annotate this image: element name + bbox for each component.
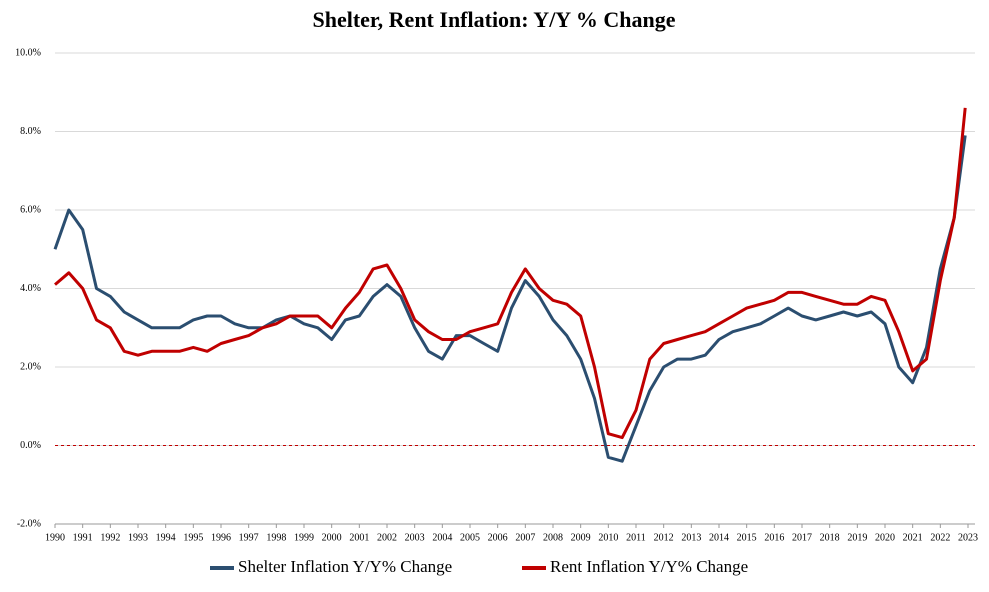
x-tick-label: 2012: [654, 532, 674, 543]
x-tick-label: 2007: [515, 532, 535, 543]
x-tick-label: 2006: [488, 532, 508, 543]
x-tick-label: 2017: [792, 532, 812, 543]
x-tick-label: 1990: [45, 532, 65, 543]
x-tick-label: 2010: [598, 532, 618, 543]
y-tick-label: 0.0%: [20, 440, 41, 451]
y-tick-label: -2.0%: [17, 518, 41, 529]
x-tick-label: 2023: [958, 532, 978, 543]
x-tick-label: 1993: [128, 532, 148, 543]
series-line: [53, 135, 967, 463]
x-tick-label: 2016: [764, 532, 784, 543]
x-tick-label: 2019: [847, 532, 867, 543]
x-tick-label: 2005: [460, 532, 480, 543]
y-tick-label: 10.0%: [15, 47, 41, 58]
x-tick-label: 1994: [156, 532, 176, 543]
x-tick-label: 2008: [543, 532, 563, 543]
x-tick-label: 1999: [294, 532, 314, 543]
y-tick-label: 2.0%: [20, 361, 41, 372]
x-tick-label: 2000: [322, 532, 342, 543]
series-line: [54, 107, 967, 440]
x-tick-label: 1991: [73, 532, 93, 543]
legend-label: Rent Inflation Y/Y% Change: [550, 557, 748, 576]
y-tick-label: 6.0%: [20, 204, 41, 215]
x-tick-label: 2002: [377, 532, 397, 543]
x-tick-label: 1995: [183, 532, 203, 543]
x-tick-label: 2018: [820, 532, 840, 543]
x-tick-label: 2011: [626, 532, 646, 543]
x-tick-label: 1996: [211, 532, 231, 543]
x-tick-label: 2014: [709, 532, 729, 543]
y-tick-label: 8.0%: [20, 126, 41, 137]
x-tick-label: 1997: [239, 532, 259, 543]
x-tick-label: 2001: [349, 532, 369, 543]
chart-title: Shelter, Rent Inflation: Y/Y % Change: [312, 7, 675, 32]
x-tick-label: 2013: [681, 532, 701, 543]
x-tick-label: 2009: [571, 532, 591, 543]
x-tick-label: 2015: [737, 532, 757, 543]
x-tick-label: 2004: [432, 532, 452, 543]
x-tick-label: 2022: [930, 532, 950, 543]
x-tick-label: 1992: [100, 532, 120, 543]
x-tick-label: 2021: [903, 532, 923, 543]
legend-label: Shelter Inflation Y/Y% Change: [238, 557, 452, 576]
x-tick-label: 1998: [266, 532, 286, 543]
y-tick-label: 4.0%: [20, 283, 41, 294]
x-tick-label: 2003: [405, 532, 425, 543]
x-tick-label: 2020: [875, 532, 895, 543]
